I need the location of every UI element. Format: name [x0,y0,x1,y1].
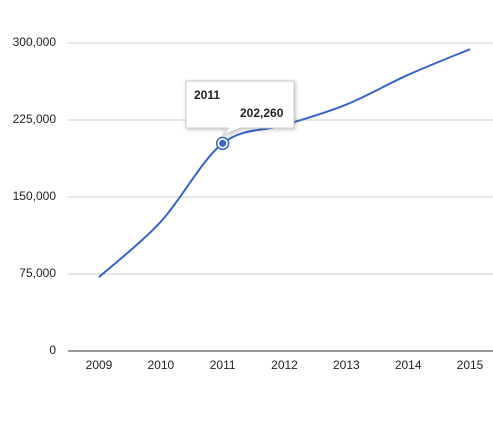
y-tick-label: 225,000 [13,112,57,126]
x-tick-label: 2010 [147,358,174,372]
y-tick-label: 75,000 [19,266,56,280]
x-tick-label: 2014 [395,358,422,372]
x-tick-label: 2013 [333,358,360,372]
x-tick-label: 2009 [86,358,113,372]
x-tick-label: 2015 [457,358,484,372]
tooltip-value: 202,260 [240,106,284,120]
point [219,139,227,147]
y-tick-label: 300,000 [13,35,57,49]
tooltip: 2011 202,260 [185,80,295,136]
tooltip-title: 2011 [194,88,220,102]
y-tick-label: 0 [49,343,56,357]
y-tick-label: 150,000 [13,189,57,203]
x-tick-label: 2011 [210,358,236,372]
x-tick-label: 2012 [271,358,298,372]
tooltip-box [185,80,295,136]
